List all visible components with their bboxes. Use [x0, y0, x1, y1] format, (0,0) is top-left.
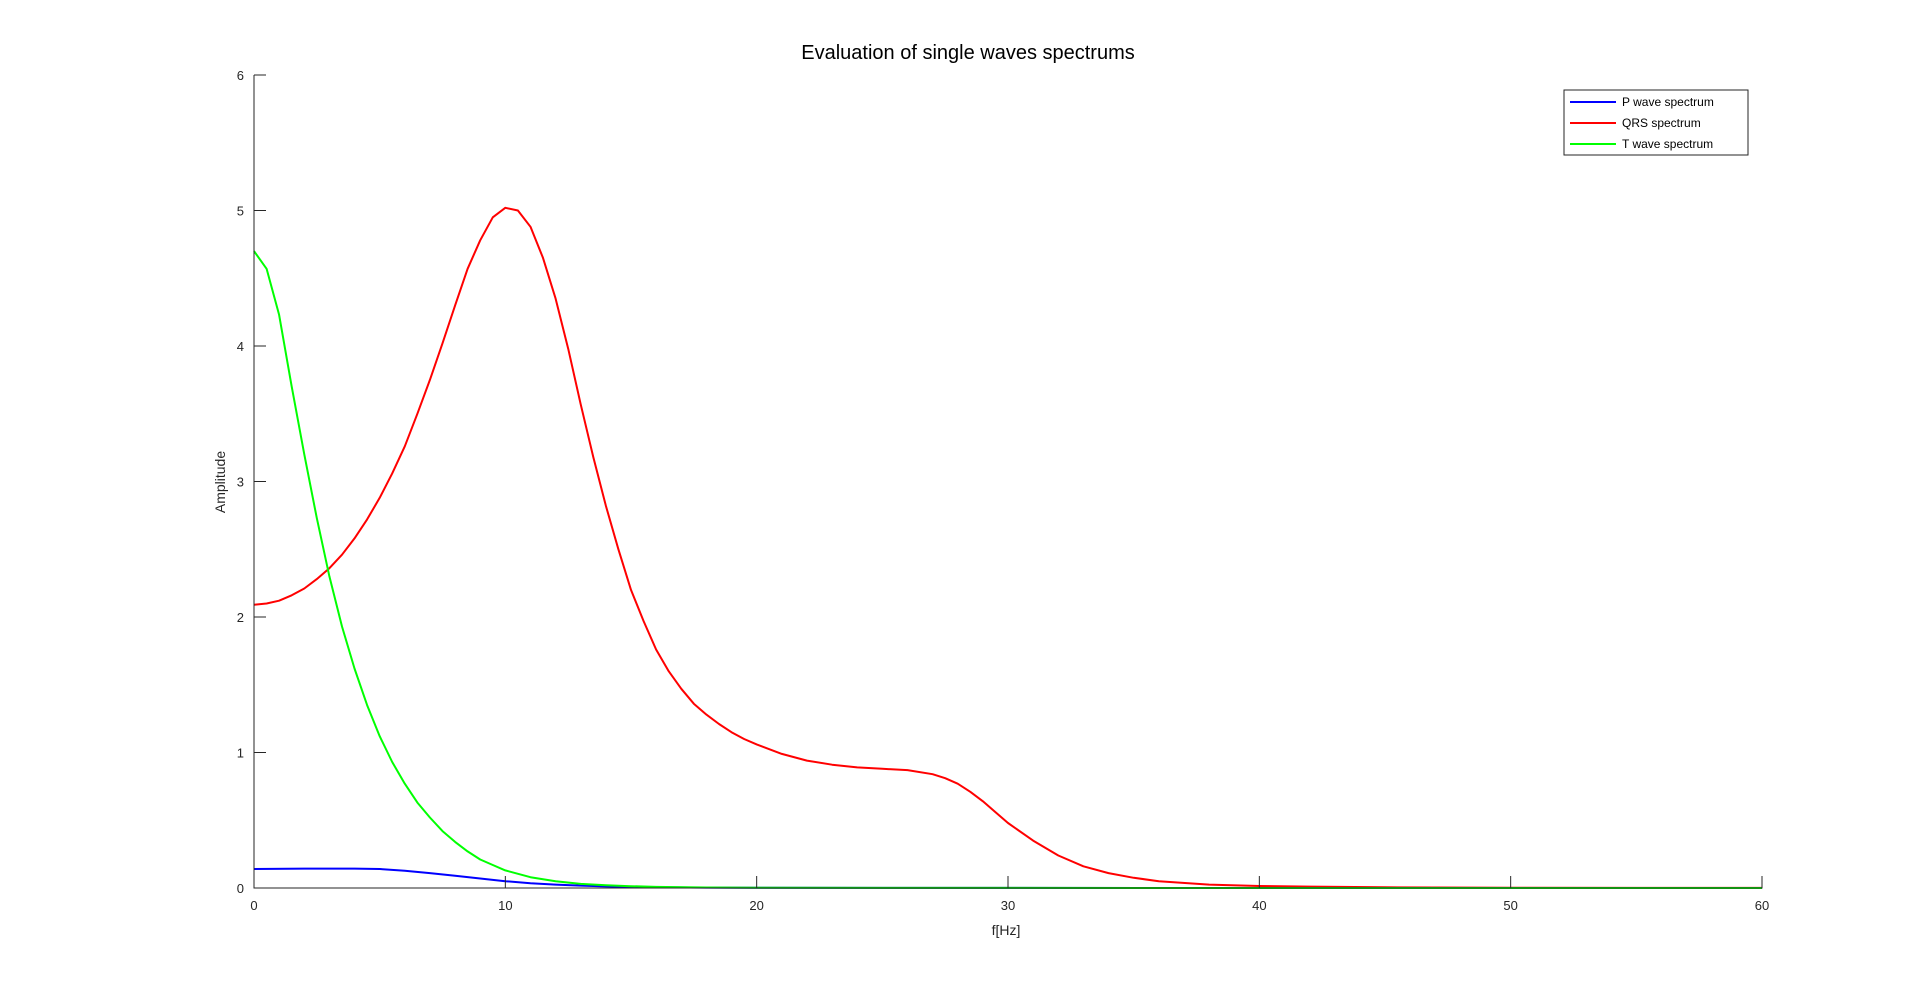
x-tick-label: 0 [250, 898, 257, 913]
y-tick-label: 6 [237, 68, 244, 83]
y-axis: 0 1 2 3 4 5 6 [237, 68, 266, 896]
x-tick-label: 10 [498, 898, 512, 913]
x-axis: 0 10 20 30 40 50 60 [250, 876, 1769, 913]
x-axis-label: f[Hz] [992, 922, 1021, 938]
y-tick-label: 3 [237, 475, 244, 490]
x-tick-label: 50 [1503, 898, 1517, 913]
y-tick-label: 5 [237, 204, 244, 219]
legend-entry: T wave spectrum [1622, 137, 1713, 151]
x-tick-label: 20 [749, 898, 763, 913]
y-tick-label: 0 [237, 881, 244, 896]
x-tick-label: 60 [1755, 898, 1769, 913]
legend-entry: QRS spectrum [1622, 116, 1701, 130]
chart-title: Evaluation of single waves spectrums [801, 42, 1135, 64]
x-tick-label: 40 [1252, 898, 1266, 913]
x-tick-label: 30 [1001, 898, 1015, 913]
y-tick-label: 4 [237, 339, 244, 354]
y-tick-label: 2 [237, 610, 244, 625]
y-axis-label: Amplitude [212, 451, 228, 513]
series-line-2 [253, 206, 1762, 889]
legend-entry: P wave spectrum [1622, 95, 1714, 109]
y-tick-label: 1 [237, 746, 244, 761]
legend: P wave spectrum QRS spectrum T wave spectr… [1563, 89, 1749, 156]
